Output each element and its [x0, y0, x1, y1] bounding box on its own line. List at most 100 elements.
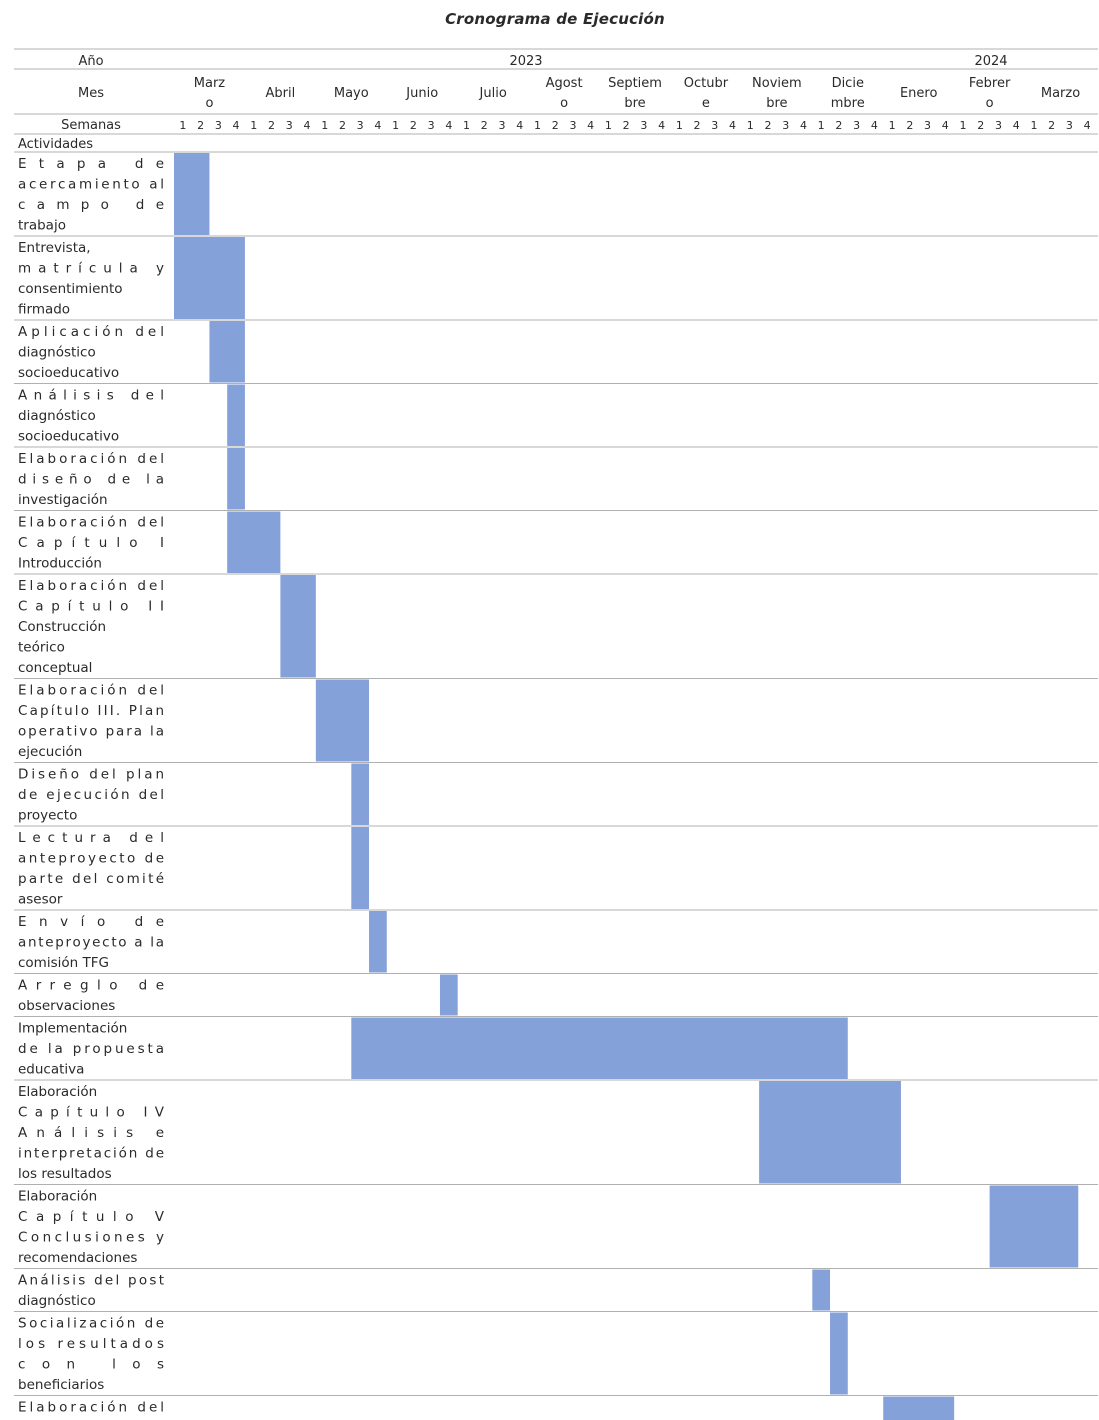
year-label: Año	[78, 54, 103, 69]
activity-label-line: anteproyecto de	[18, 851, 164, 867]
activity-label-line: Conclusiones y	[18, 1230, 164, 1246]
week-number: 2	[764, 119, 771, 132]
week-number: 1	[676, 119, 683, 132]
activity-bar-11	[439, 974, 458, 1016]
month-label-2: Mayo	[334, 86, 369, 101]
activity-label-line: socioeducativo	[18, 429, 119, 445]
activity-bar-9	[351, 827, 370, 909]
activity-label-line: Elaboración del	[18, 515, 164, 531]
week-number: 1	[321, 119, 328, 132]
week-number: 2	[410, 119, 417, 132]
activity-label-line: los resultados	[18, 1336, 164, 1352]
activity-bar-2	[209, 321, 245, 383]
activity-label-line: parte del comité	[18, 871, 164, 887]
week-number: 3	[1066, 119, 1073, 132]
activity-label-line: firmado	[18, 302, 70, 318]
activity-label-line: Entrevista,	[18, 240, 91, 256]
month-label-11: Febrer	[969, 76, 1011, 91]
activity-label-line: anteproyecto a la	[18, 935, 164, 951]
activity-label-line: asesor	[18, 892, 63, 908]
week-number: 4	[729, 119, 736, 132]
month-label-3: Junio	[405, 86, 438, 101]
week-number: 2	[694, 119, 701, 132]
activity-bar-16	[830, 1312, 848, 1395]
activity-label-line: consentimiento	[18, 281, 123, 297]
activity-bar-7	[315, 679, 370, 762]
week-number: 1	[889, 119, 896, 132]
month-label-11-cont: o	[986, 96, 994, 111]
activity-label-line: Capítulo II	[18, 599, 164, 615]
activity-label-line: socioeducativo	[18, 365, 119, 381]
activity-bar-3	[227, 384, 245, 446]
week-number: 4	[445, 119, 452, 132]
activity-label-line: Diseño del plan	[18, 767, 164, 783]
week-number: 1	[463, 119, 470, 132]
activity-label-line: diseño de la	[18, 472, 164, 488]
activity-label-line: de ejecución del	[18, 787, 164, 803]
activity-label-line: investigación	[18, 492, 108, 508]
activity-label-line: diagnóstico	[18, 1293, 96, 1309]
activity-label-line: Construcción	[18, 619, 106, 635]
activity-bar-14	[989, 1185, 1079, 1268]
month-label-5: Agost	[546, 76, 583, 91]
activity-label-line: Capítulo IV	[18, 1105, 165, 1121]
week-number: 3	[569, 119, 576, 132]
week-number: 1	[818, 119, 825, 132]
week-number: 3	[853, 119, 860, 132]
activity-label-line: acercamiento al	[18, 177, 164, 193]
activity-label-line: trabajo	[18, 218, 66, 234]
activity-label-line: diagnóstico	[18, 345, 96, 361]
week-number: 2	[977, 119, 984, 132]
activity-label-line: Aplicación del	[18, 324, 164, 340]
week-number: 4	[303, 119, 310, 132]
week-number: 1	[250, 119, 257, 132]
week-number: 3	[215, 119, 222, 132]
activity-label-line: Análisis e	[18, 1125, 164, 1141]
week-number: 4	[800, 119, 807, 132]
month-label-12: Marzo	[1041, 86, 1080, 101]
month-label-0-cont: o	[205, 96, 213, 111]
week-number: 1	[534, 119, 541, 132]
activity-label-line: con los	[18, 1357, 164, 1373]
activity-label-line: Socialización de	[18, 1316, 164, 1332]
activity-bar-13	[759, 1081, 901, 1184]
weeks-label: Semanas	[61, 118, 121, 133]
week-number: 4	[658, 119, 665, 132]
activity-label-line: Lectura del	[18, 830, 164, 846]
activity-label-line: de la propuesta	[18, 1041, 164, 1057]
activity-label-line: Capítulo I	[18, 535, 164, 551]
week-number: 2	[906, 119, 913, 132]
week-number: 2	[1048, 119, 1055, 132]
activity-bar-10	[369, 911, 387, 973]
activity-label-line: Elaboración del	[18, 1400, 164, 1416]
month-label-10: Enero	[900, 86, 938, 101]
activity-label-line: Elaboración	[18, 1084, 97, 1100]
activity-label-line: Capítulo III. Plan	[18, 703, 164, 719]
week-number: 4	[1013, 119, 1020, 132]
activity-label-line: Implementación	[18, 1021, 127, 1037]
activity-label-line: Arreglo de	[18, 978, 164, 994]
activity-label-line: educativa	[18, 1062, 84, 1078]
activity-bar-15	[812, 1269, 831, 1311]
activity-label-line: beneficiarios	[18, 1377, 104, 1393]
activity-label-line: teórico	[18, 640, 65, 656]
activity-bar-4	[227, 448, 245, 510]
month-label-9-cont: mbre	[831, 96, 865, 111]
activity-label-line: diagnóstico	[18, 408, 96, 424]
activity-bar-1	[174, 237, 245, 319]
page-title: Cronograma de Ejecución	[445, 10, 665, 28]
week-number: 2	[481, 119, 488, 132]
week-number: 3	[711, 119, 718, 132]
activity-label-line: operativo para la	[18, 724, 164, 740]
activity-bar-12	[351, 1017, 848, 1079]
week-number: 4	[374, 119, 381, 132]
activity-label-line: matrícula y	[18, 261, 164, 277]
month-label-6: Septiem	[608, 76, 662, 91]
week-number: 4	[1084, 119, 1091, 132]
activity-label-line: ejecución	[18, 744, 82, 760]
week-number: 3	[357, 119, 364, 132]
week-number: 3	[499, 119, 506, 132]
activity-bar-17	[883, 1396, 955, 1420]
activity-bar-5	[227, 511, 281, 573]
